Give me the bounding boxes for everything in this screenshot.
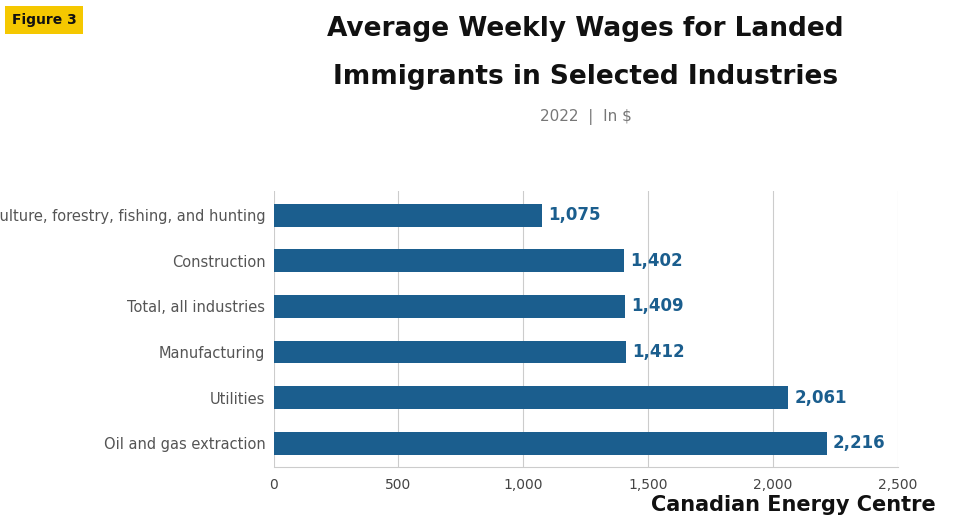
Bar bbox=[274, 204, 541, 227]
Text: 2,061: 2,061 bbox=[794, 389, 847, 407]
Text: 1,075: 1,075 bbox=[548, 206, 601, 224]
Text: 1,412: 1,412 bbox=[633, 343, 684, 361]
Text: 1,409: 1,409 bbox=[632, 297, 684, 315]
Text: 1,402: 1,402 bbox=[630, 252, 683, 270]
Bar bbox=[274, 386, 788, 409]
Text: Figure 3: Figure 3 bbox=[12, 13, 76, 27]
Bar bbox=[274, 250, 624, 272]
Text: Average Weekly Wages for Landed: Average Weekly Wages for Landed bbox=[327, 16, 844, 42]
Text: 2022  |  In $: 2022 | In $ bbox=[540, 109, 632, 125]
Bar bbox=[274, 432, 827, 455]
Text: Canadian Energy Centre: Canadian Energy Centre bbox=[651, 495, 936, 515]
Bar bbox=[274, 295, 625, 318]
Text: Immigrants in Selected Industries: Immigrants in Selected Industries bbox=[333, 64, 838, 90]
Text: 2,216: 2,216 bbox=[833, 434, 885, 452]
Bar bbox=[274, 340, 626, 363]
